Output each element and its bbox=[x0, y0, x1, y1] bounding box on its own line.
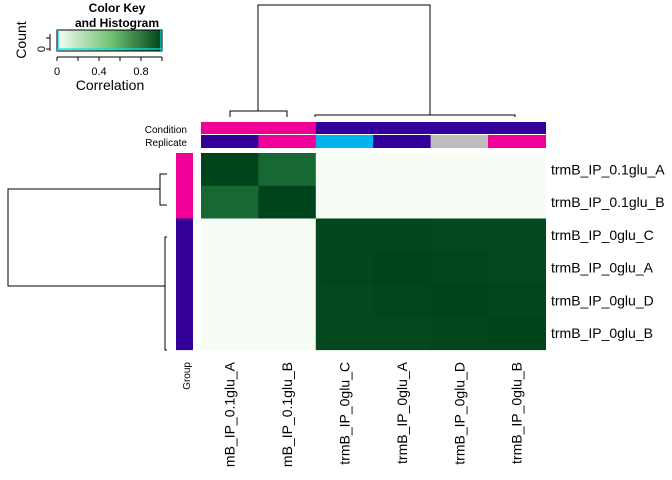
heatmap-cell bbox=[430, 185, 489, 220]
column-dendrogram bbox=[229, 4, 516, 117]
heatmap-cell bbox=[315, 284, 374, 318]
row-label: trmB_IP_0glu_C bbox=[551, 227, 654, 243]
replicate-annotation-cell bbox=[488, 135, 546, 148]
heatmap-cell bbox=[430, 316, 489, 351]
heatmap-cell bbox=[315, 153, 374, 187]
annotation-bars bbox=[176, 122, 546, 351]
row-label: trmB_IP_0glu_A bbox=[551, 260, 654, 276]
heatmap-cell bbox=[430, 218, 489, 252]
heatmap-cell bbox=[488, 218, 546, 252]
heatmap-cell bbox=[201, 316, 259, 351]
heatmap-cell bbox=[258, 284, 317, 318]
row-label: trmB_IP_0glu_D bbox=[551, 292, 654, 308]
color-key-xlabel: Correlation bbox=[76, 77, 144, 93]
column-label: trmB_IP_0glu_D bbox=[451, 362, 467, 465]
replicate-annotation-cell bbox=[201, 135, 259, 148]
heatmap-cell bbox=[315, 316, 374, 351]
heatmap-cell bbox=[258, 251, 317, 285]
annotation-label-group: Group bbox=[182, 362, 193, 390]
column-label: trmB_IP_0glu_C bbox=[337, 362, 353, 465]
heatmap-cell bbox=[315, 218, 374, 252]
heatmap-cell bbox=[373, 153, 432, 187]
color-key-x-tick: 0.8 bbox=[133, 66, 148, 78]
group-annotation-cell bbox=[176, 185, 193, 220]
annotation-label-condition: Condition bbox=[145, 125, 187, 136]
heatmap-cell bbox=[201, 218, 259, 252]
condition-annotation-cell bbox=[373, 122, 432, 134]
row-label: trmB_IP_0.1glu_B bbox=[551, 194, 665, 210]
heatmap-cell bbox=[201, 284, 259, 318]
condition-annotation-cell bbox=[488, 122, 546, 134]
group-annotation-cell bbox=[176, 218, 193, 252]
replicate-annotation-cell bbox=[315, 135, 374, 148]
group-annotation-cell bbox=[176, 284, 193, 318]
column-label: mB_IP_0.1glu_B bbox=[279, 362, 295, 467]
heatmap-cell bbox=[315, 185, 374, 220]
heatmap-cell bbox=[373, 218, 432, 252]
heatmap-cell bbox=[488, 284, 546, 318]
group-annotation-cell bbox=[176, 316, 193, 351]
row-dendrogram bbox=[7, 173, 167, 351]
heatmap-cell bbox=[430, 284, 489, 318]
heatmap-cell bbox=[373, 316, 432, 351]
heatmap-cell bbox=[430, 251, 489, 285]
color-key-x-tick: 0 bbox=[54, 66, 60, 78]
heatmap-cell bbox=[258, 316, 317, 351]
condition-annotation-cell bbox=[315, 122, 374, 134]
heatmap-cell bbox=[258, 153, 317, 187]
group-annotation-cell bbox=[176, 153, 193, 187]
heatmap-cell bbox=[315, 251, 374, 285]
replicate-annotation-cell bbox=[258, 135, 317, 148]
heatmap-cell bbox=[488, 316, 546, 351]
column-label: trmB_IP_0glu_B bbox=[509, 362, 525, 464]
heatmap-cell bbox=[373, 185, 432, 220]
row-label: trmB_IP_0.1glu_A bbox=[551, 161, 665, 177]
heatmap-cell bbox=[488, 251, 546, 285]
heatmap-cell bbox=[488, 185, 546, 220]
heatmap-cells bbox=[201, 153, 546, 351]
replicate-annotation-cell bbox=[430, 135, 489, 148]
color-key: Color Key and Histogram 0 Count 0 0.4 0.… bbox=[13, 1, 163, 93]
condition-annotation-cell bbox=[201, 122, 259, 134]
color-key-ylabel: Count bbox=[13, 21, 29, 58]
row-label: trmB_IP_0glu_B bbox=[551, 325, 653, 341]
color-key-x-tick: 0.4 bbox=[91, 66, 106, 78]
color-key-y-tick: 0 bbox=[36, 46, 48, 52]
heatmap-cell bbox=[258, 185, 317, 220]
heatmap-cell bbox=[373, 251, 432, 285]
replicate-annotation-cell bbox=[373, 135, 432, 148]
heatmap-labels: trmB_IP_0.1glu_A trmB_IP_0.1glu_B trmB_IP_… bbox=[222, 161, 666, 467]
color-key-title-line1: Color Key bbox=[89, 1, 146, 15]
heatmap-cell bbox=[201, 153, 259, 187]
condition-annotation-cell bbox=[258, 122, 317, 134]
column-label: mB_IP_0.1glu_A bbox=[222, 361, 238, 467]
color-key-gradient bbox=[56, 29, 163, 52]
heatmap-cell bbox=[373, 284, 432, 318]
heatmap-cell bbox=[430, 153, 489, 187]
heatmap-cell bbox=[258, 218, 317, 252]
heatmap-cell bbox=[201, 251, 259, 285]
group-annotation-cell bbox=[176, 251, 193, 285]
column-label: trmB_IP_0glu_A bbox=[394, 361, 410, 464]
heatmap-cell bbox=[488, 153, 546, 187]
heatmap-cell bbox=[201, 185, 259, 220]
color-key-title-line2: and Histogram bbox=[75, 16, 159, 30]
annotation-label-replicate: Replicate bbox=[145, 138, 187, 149]
condition-annotation-cell bbox=[430, 122, 489, 134]
